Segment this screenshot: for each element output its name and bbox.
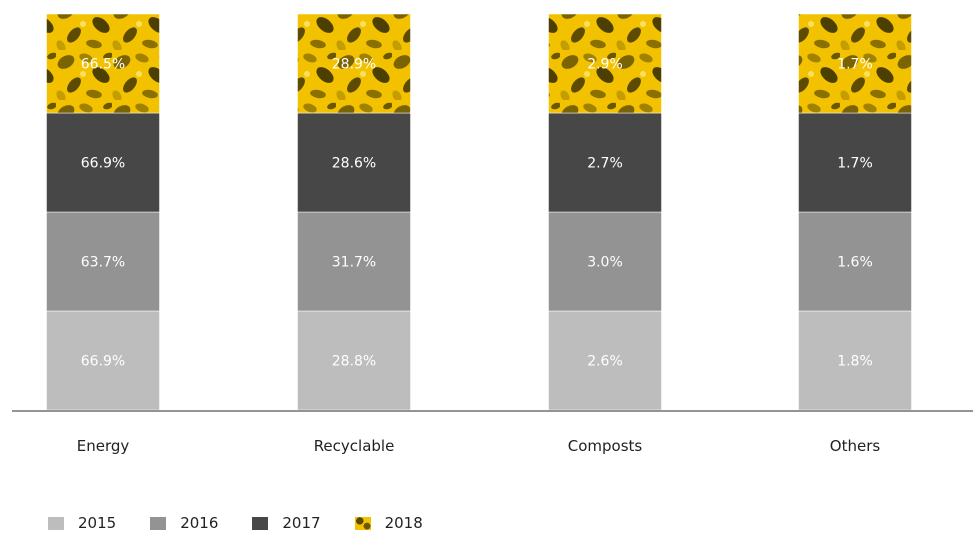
data-label-energy-2015: 66.9% (81, 354, 125, 370)
bar-segment-recyclable-2015 (297, 310, 411, 411)
category-label-recyclable: Recyclable (314, 437, 395, 455)
bar-segment-others-2017 (798, 112, 912, 213)
bar-segment-recyclable-2016 (297, 211, 411, 312)
data-label-composts-2017: 2.7% (587, 156, 623, 172)
legend-swatch-2015 (48, 516, 64, 530)
bar-segment-composts-2015 (548, 310, 662, 411)
bar-segment-composts-2017 (548, 112, 662, 213)
data-label-energy-2018: 66.5% (81, 57, 125, 73)
bar-segment-energy-2016 (46, 211, 160, 312)
legend-item-2018: 2018 (354, 514, 423, 532)
data-label-others-2018: 1.7% (837, 57, 873, 73)
data-label-recyclable-2017: 28.6% (332, 156, 376, 172)
bar-segment-energy-2015 (46, 310, 160, 411)
legend-label-2015: 2015 (78, 514, 117, 532)
bar-segment-composts-2018 (548, 13, 662, 114)
data-label-others-2016: 1.6% (837, 255, 873, 271)
data-label-recyclable-2018: 28.9% (332, 57, 376, 73)
legend: 2015 2016 2017 2018 (48, 514, 457, 532)
legend-swatch-2018 (354, 516, 371, 530)
category-label-energy: Energy (77, 437, 130, 455)
category-label-composts: Composts (568, 437, 643, 455)
data-label-others-2015: 1.8% (837, 354, 873, 370)
data-label-composts-2016: 3.0% (587, 255, 623, 271)
bar-segment-energy-2018 (46, 13, 160, 114)
legend-swatch-2017 (252, 516, 269, 530)
category-label-others: Others (830, 437, 881, 455)
legend-item-2017: 2017 (252, 514, 321, 532)
bar-segment-others-2018 (798, 13, 912, 114)
data-label-others-2017: 1.7% (837, 156, 873, 172)
bar-segment-others-2015 (798, 310, 912, 411)
data-label-composts-2018: 2.9% (587, 57, 623, 73)
legend-swatch-2016 (150, 516, 167, 530)
legend-label-2016: 2016 (180, 514, 219, 532)
legend-item-2015: 2015 (48, 514, 116, 532)
data-label-recyclable-2016: 31.7% (332, 255, 376, 271)
bar-segment-recyclable-2017 (297, 112, 411, 213)
data-label-energy-2016: 63.7% (81, 255, 125, 271)
data-label-energy-2017: 66.9% (81, 156, 125, 172)
data-label-recyclable-2015: 28.8% (332, 354, 376, 370)
legend-label-2017: 2017 (282, 514, 321, 532)
legend-label-2018: 2018 (384, 514, 423, 532)
bar-segment-composts-2016 (548, 211, 662, 312)
bar-segment-recyclable-2018 (297, 13, 411, 114)
data-label-composts-2015: 2.6% (587, 354, 623, 370)
legend-item-2016: 2016 (150, 514, 218, 532)
